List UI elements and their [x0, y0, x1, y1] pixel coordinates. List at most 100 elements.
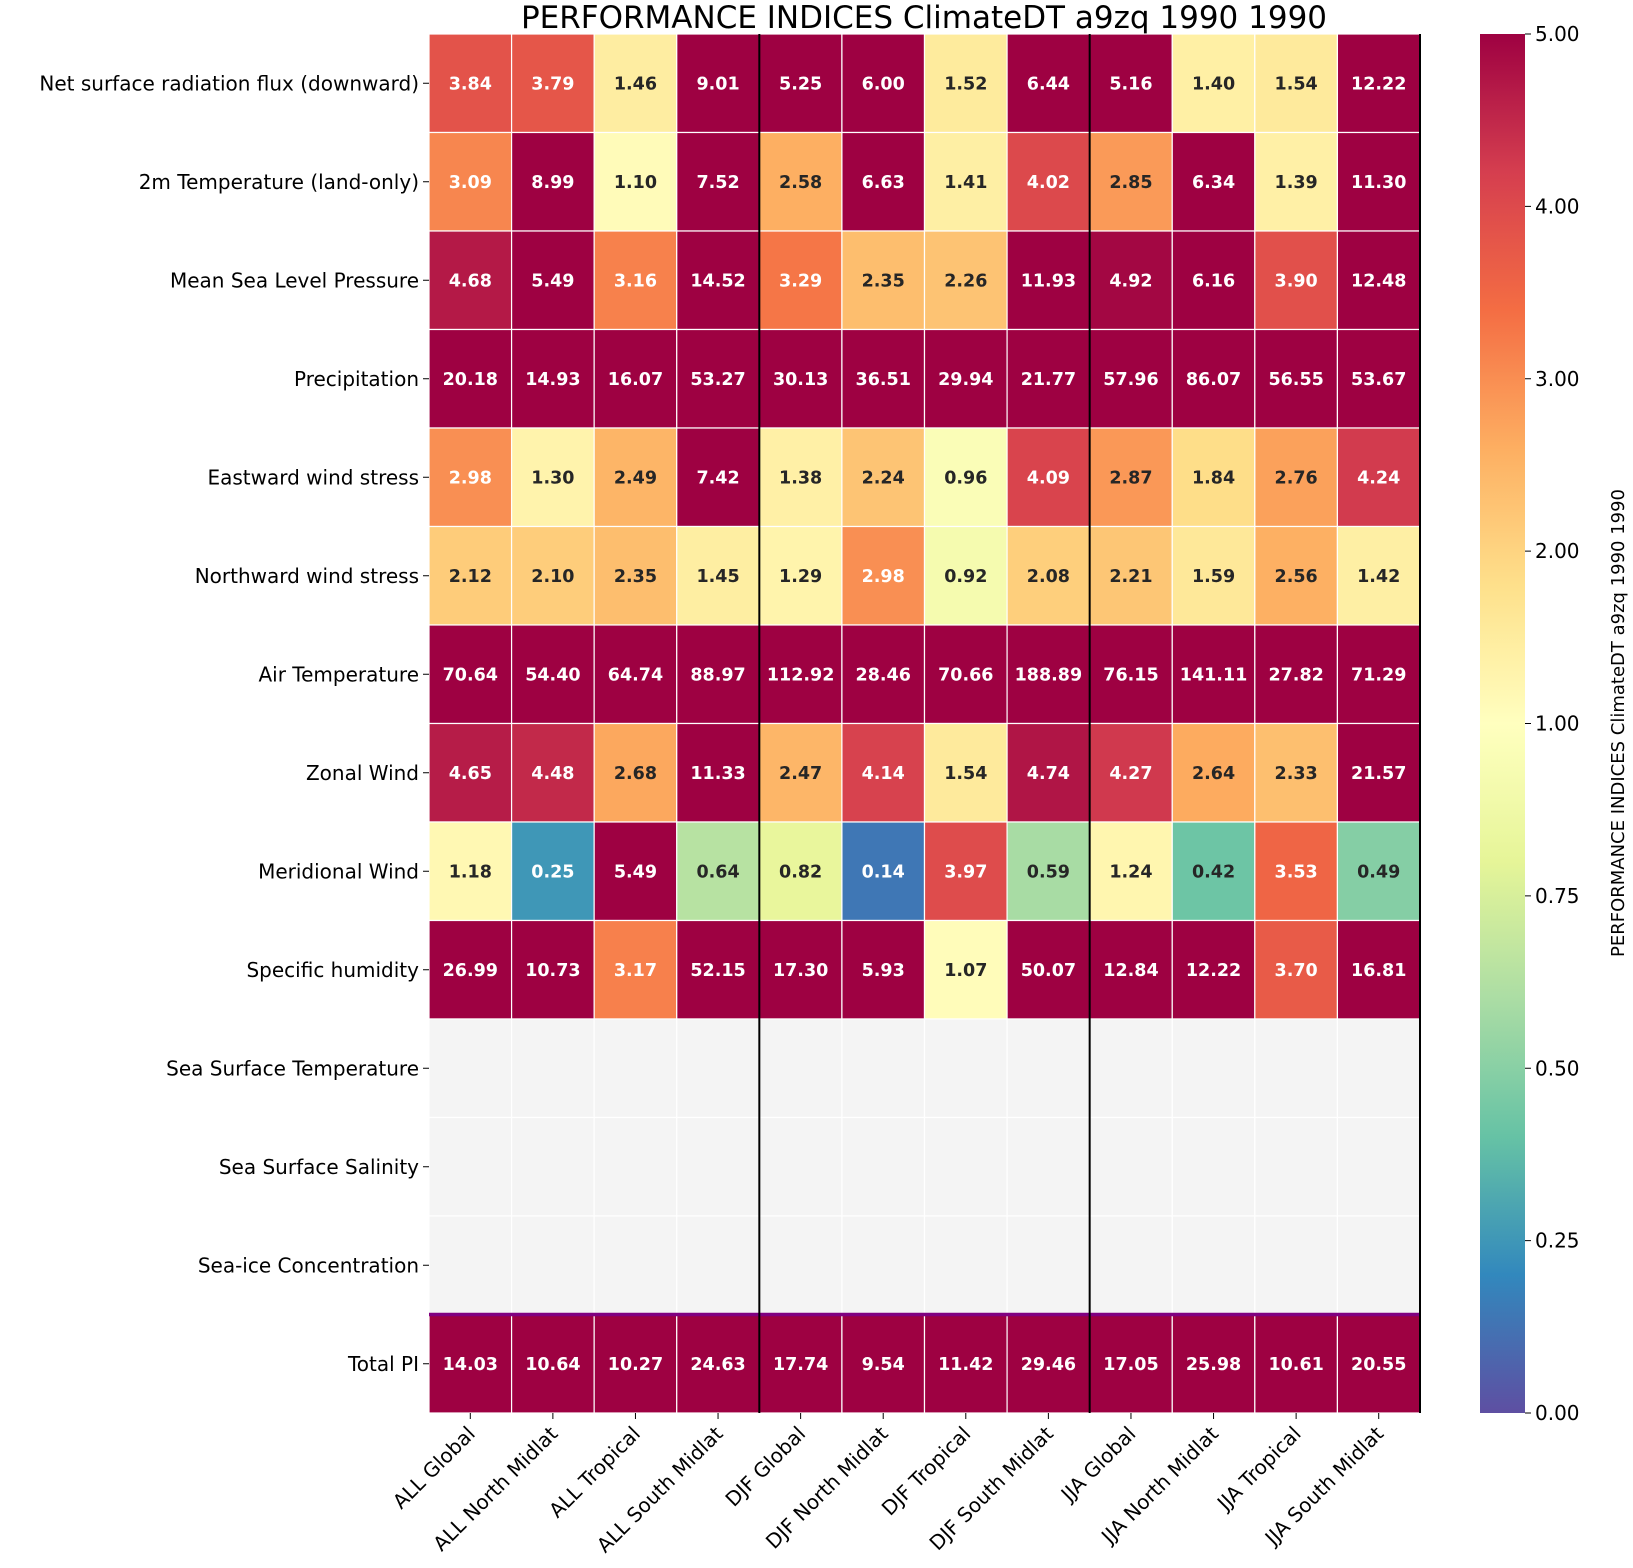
heatmap-cell [1254, 919, 1339, 1020]
row-label: Total PI [347, 1352, 419, 1376]
cell-value-label: 141.11 [1180, 665, 1248, 685]
heatmap-cell [1336, 821, 1421, 922]
heatmap-cell [758, 722, 843, 823]
heatmap-cell [923, 1313, 1008, 1414]
cell-value-label: 21.57 [1351, 764, 1406, 784]
heatmap-cell [1089, 328, 1173, 429]
cell-value-label: 2.85 [1109, 173, 1152, 193]
heatmap-cell [593, 821, 678, 922]
row-label: Mean Sea Level Pressure [170, 268, 419, 292]
heatmap-cell [676, 1215, 760, 1316]
heatmap-cell [758, 919, 843, 1020]
heatmap-cell [1336, 722, 1421, 823]
cell-value-label: 70.64 [443, 665, 498, 685]
heatmap-cell [676, 624, 760, 725]
heatmap-cell [1006, 1313, 1091, 1414]
heatmap-cell [593, 1116, 678, 1217]
colorbar-tick-label: 0.50 [1535, 1056, 1580, 1080]
row-label: Zonal Wind [306, 761, 419, 785]
cell-value-label: 7.52 [696, 173, 739, 193]
heatmap-cell [428, 722, 513, 823]
heatmap-cell [1336, 1116, 1421, 1217]
colorbar-tick-label: 0.00 [1535, 1401, 1580, 1425]
cell-value-label: 5.16 [1109, 74, 1152, 94]
heatmap-cell [676, 821, 760, 922]
heatmap-cell [510, 1116, 595, 1217]
cell-value-label: 2.33 [1275, 764, 1318, 784]
cell-value-label: 12.22 [1186, 961, 1241, 981]
cell-value-label: 0.64 [696, 862, 739, 882]
cell-value-label: 27.82 [1268, 665, 1323, 685]
heatmap-cell [758, 33, 843, 134]
cell-value-label: 4.92 [1109, 271, 1152, 291]
heatmap-cell [923, 427, 1008, 528]
heatmap-cell [841, 131, 926, 232]
colorbar-tick-label: 2.00 [1535, 539, 1580, 563]
chart-title: PERFORMANCE INDICES ClimateDT a9zq 1990 … [521, 0, 1327, 36]
heatmap-cell [1006, 525, 1091, 626]
cell-value-label: 88.97 [690, 665, 745, 685]
cell-value-label: 17.74 [773, 1355, 828, 1375]
cell-value-label: 2.35 [614, 567, 657, 587]
cell-value-label: 2.64 [1192, 764, 1235, 784]
row-label: Air Temperature [258, 662, 419, 686]
heatmap-cell [428, 1313, 513, 1414]
heatmap-cell [1006, 1116, 1091, 1217]
heatmap-cell [841, 1116, 926, 1217]
cell-value-label: 1.10 [614, 173, 657, 193]
heatmap-cell [758, 230, 843, 331]
heatmap-cell [510, 1313, 595, 1414]
row-label: Specific humidity [246, 958, 419, 982]
heatmap-cell [1006, 722, 1091, 823]
heatmap-cell [1006, 919, 1091, 1020]
cell-value-label: 4.02 [1027, 173, 1070, 193]
heatmap-cell [593, 624, 678, 725]
heatmap-cell [676, 131, 760, 232]
cell-value-label: 6.44 [1027, 74, 1070, 94]
heatmap-cell [1006, 1215, 1091, 1316]
heatmap-cell [1171, 919, 1256, 1020]
cell-value-label: 54.40 [525, 665, 580, 685]
cell-value-label: 14.52 [690, 271, 745, 291]
cell-value-label: 2.98 [862, 567, 905, 587]
heatmap-cell [1089, 1018, 1173, 1119]
heatmap-cell [841, 525, 926, 626]
cell-value-label: 2.08 [1027, 567, 1070, 587]
heatmap-cell [1336, 624, 1421, 725]
cell-value-label: 4.74 [1027, 764, 1070, 784]
cell-value-label: 53.67 [1351, 370, 1406, 390]
heatmap-cell [676, 1018, 760, 1119]
cell-value-label: 17.30 [773, 961, 828, 981]
heatmap-cell [593, 919, 678, 1020]
heatmap-cell [593, 230, 678, 331]
cell-value-label: 6.00 [862, 74, 905, 94]
cell-value-label: 2.87 [1109, 468, 1152, 488]
heatmap-cell [1089, 1116, 1173, 1217]
cell-value-label: 4.65 [449, 764, 492, 784]
heatmap-cell [510, 821, 595, 922]
heatmap-cell [923, 525, 1008, 626]
cell-value-label: 3.90 [1275, 271, 1318, 291]
cell-value-label: 4.48 [531, 764, 574, 784]
cell-value-label: 0.82 [779, 862, 822, 882]
cell-value-label: 188.89 [1015, 665, 1083, 685]
cell-value-label: 9.01 [696, 74, 739, 94]
cell-value-label: 0.42 [1192, 862, 1235, 882]
cell-value-label: 6.63 [862, 173, 905, 193]
heatmap-cell [841, 427, 926, 528]
cell-value-label: 52.15 [690, 961, 745, 981]
cell-value-label: 5.49 [531, 271, 574, 291]
heatmap-cell [428, 33, 513, 134]
heatmap-cell [1254, 131, 1339, 232]
cell-value-label: 1.24 [1109, 862, 1152, 882]
cell-value-label: 0.49 [1357, 862, 1400, 882]
heatmap-cell [1006, 427, 1091, 528]
cell-value-label: 4.27 [1109, 764, 1152, 784]
heatmap-cell [676, 328, 760, 429]
cell-value-label: 2.49 [614, 468, 657, 488]
heatmap-cell [1336, 1215, 1421, 1316]
heatmap-cell [676, 230, 760, 331]
heatmap-cell [1006, 33, 1091, 134]
cell-value-label: 10.64 [525, 1355, 580, 1375]
heatmap-cell [1254, 1116, 1339, 1217]
